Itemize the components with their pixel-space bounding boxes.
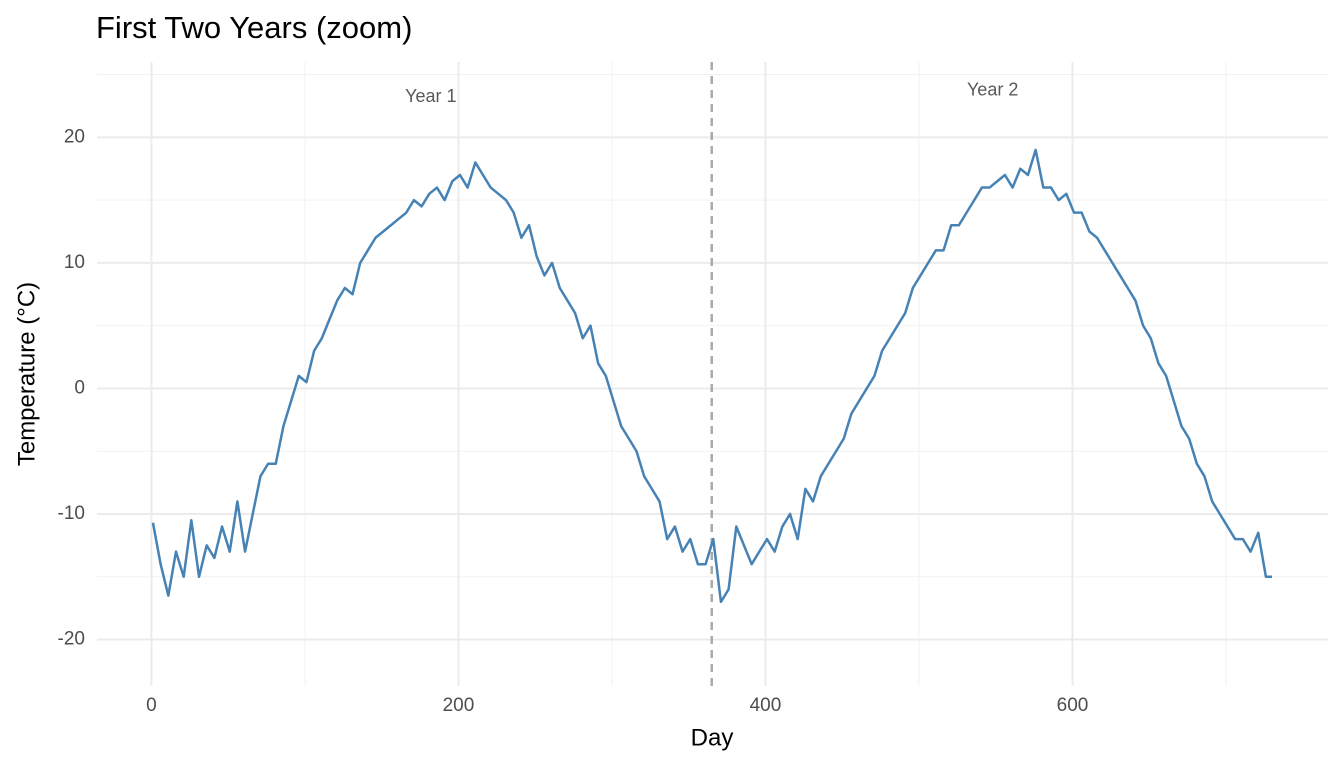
chart-title: First Two Years (zoom) [96,10,412,45]
y-tick-label: 0 [74,377,85,398]
annotation: Year 2 [967,80,1018,100]
x-tick-label: 200 [443,695,475,716]
x-tick-label: 0 [146,695,157,716]
y-tick-label: -10 [58,503,85,524]
x-axis-title: Day [691,724,734,751]
y-axis-title: Temperature (°C) [13,282,40,466]
annotation: Year 1 [405,86,456,106]
y-tick-label: -20 [58,629,85,650]
x-tick-label: 400 [750,695,782,716]
data-line [151,148,1273,604]
x-tick-label: 600 [1057,695,1089,716]
y-tick-label: 10 [64,252,85,273]
y-tick-label: 20 [64,126,85,147]
